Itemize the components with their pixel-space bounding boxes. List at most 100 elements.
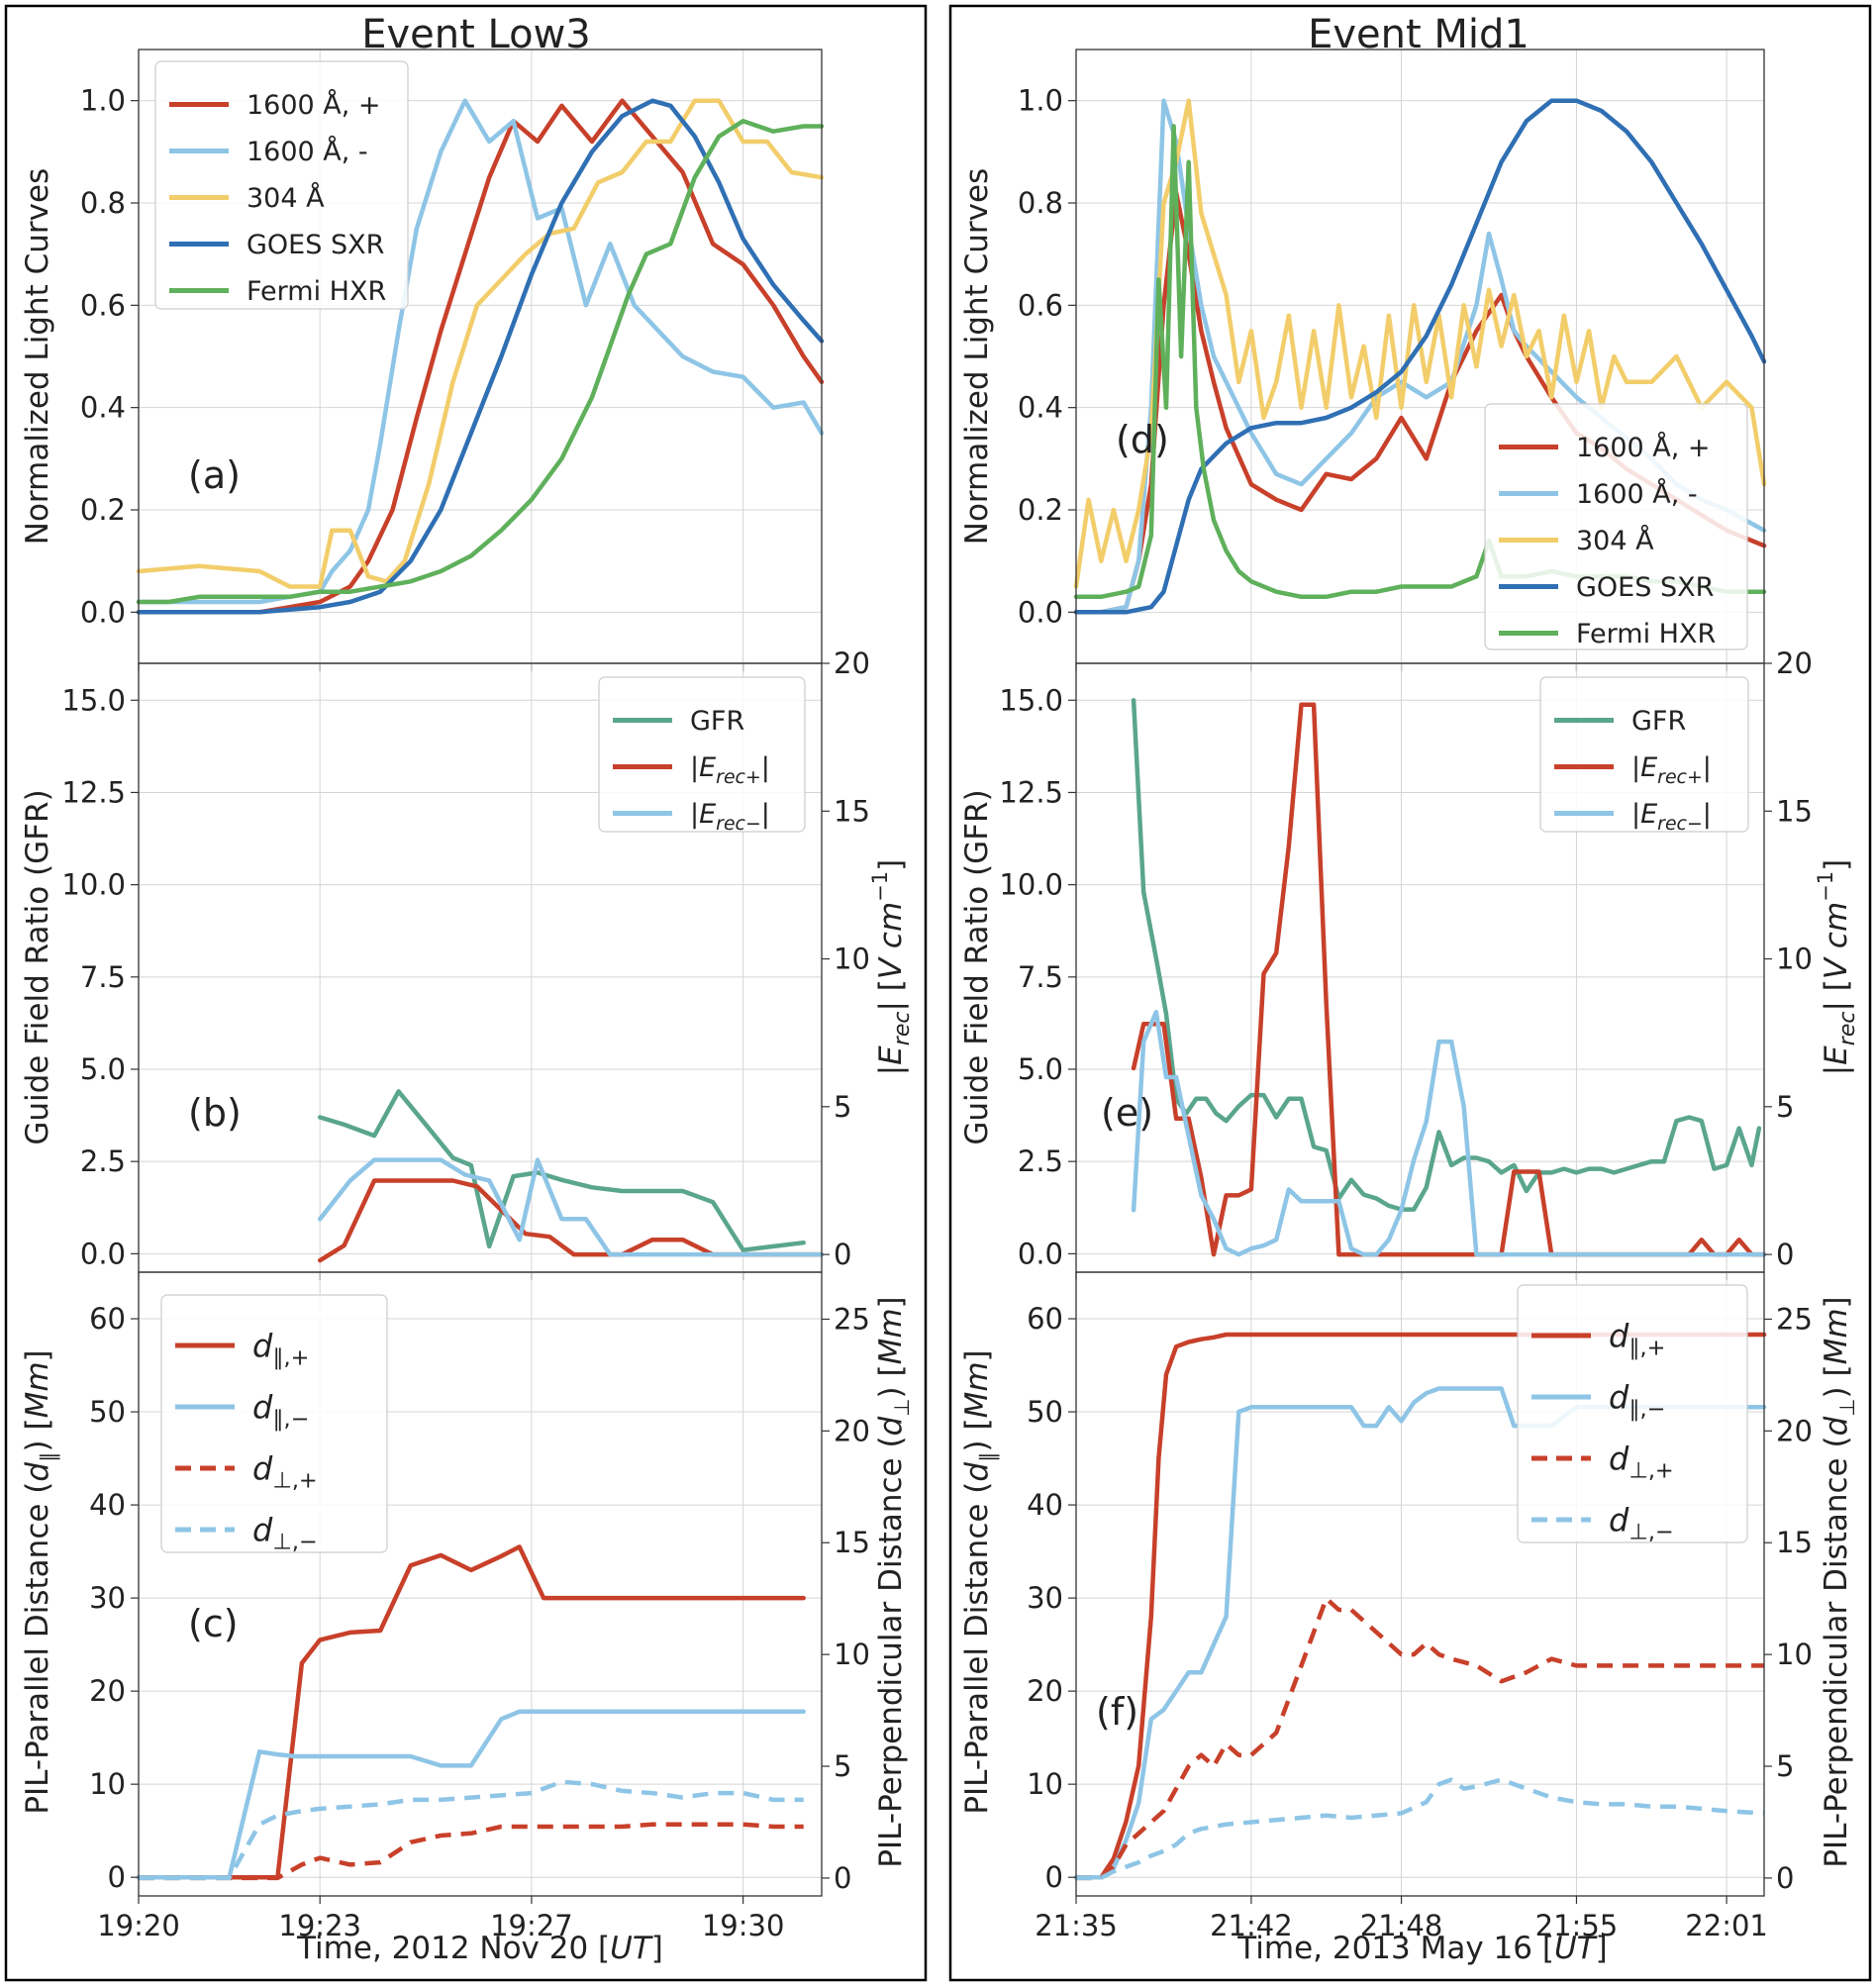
panel-f-ytick-right-label: 15	[1776, 1526, 1813, 1559]
panel-d-legend-label: GOES SXR	[1576, 572, 1714, 603]
panel-c-ytick-label: 40	[89, 1488, 126, 1522]
panel-d-ytick-label: 0.8	[1018, 186, 1063, 220]
panel-c-series-d	[139, 1822, 804, 1881]
panel-d-legend-label: 1600 Å, +	[1576, 432, 1711, 463]
panel-f-legend-label: d∥,−	[1609, 1379, 1665, 1423]
panel-e-ytick-right-label: 20	[1776, 646, 1813, 680]
panel-c-label: (c)	[188, 1602, 239, 1645]
panel-d-ytick-label: 0.2	[1018, 493, 1063, 527]
panel-a-ytick-label: 0.6	[80, 288, 126, 322]
panel-f-ytick-right-label: 10	[1776, 1638, 1813, 1671]
panel-c-legend-label: d∥,+	[252, 1328, 309, 1371]
panel-e-label: (e)	[1101, 1091, 1153, 1135]
panel-f-ytick-label: 30	[1027, 1581, 1063, 1615]
panel-c-series-d	[139, 1779, 804, 1881]
panel-f-ytick-label: 10	[1027, 1767, 1063, 1801]
panel-e-ytick-label: 15.0	[999, 683, 1063, 717]
panel-f-xtick-label: 21:55	[1535, 1909, 1619, 1942]
panel-c-xlabel: Time, 2012 Nov 20 [UT]	[296, 1931, 663, 1966]
panel-a-legend-label: GOES SXR	[247, 230, 384, 260]
panel-c-legend-label: d⊥,−	[252, 1512, 318, 1555]
panel-e-ytick-label: 0.0	[1018, 1237, 1063, 1270]
panel-d-legend-label: 304 Å	[1576, 525, 1654, 556]
panel-e-ylabel-right: |Erec| [V cm−1]	[1814, 859, 1860, 1076]
panel-a-ytick-label: 0.4	[80, 391, 126, 425]
panel-c-xtick-label: 19:27	[490, 1909, 573, 1942]
panel-f-xtick-label: 21:35	[1035, 1909, 1118, 1942]
panel-c-ylabel: PIL-Parallel Distance (d∥) [Mm]	[20, 1349, 60, 1814]
panel-d-ytick-label: 0.0	[1018, 595, 1063, 629]
panel-c-xtick-label: 19:30	[702, 1909, 785, 1942]
panel-c: 0 10 20 30 40 50 60 0 5 10 15 20 25 19:20 19:23 19:27 19…	[20, 1271, 914, 1966]
panel-f-xtick-label: 21:42	[1210, 1909, 1293, 1942]
panel-d-series-goes-sxr	[1073, 98, 1767, 615]
left-event-title: Event Low3	[361, 12, 591, 57]
right-column-frame	[948, 4, 1872, 1982]
panel-c-ylabel-right: PIL-Perpendicular Distance (d⊥) [Mm]	[873, 1296, 914, 1867]
panel-d-ytick-label: 0.6	[1018, 288, 1063, 322]
panel-c-ytick-right-label: 10	[834, 1638, 870, 1671]
panel-c-legend-label: d∥,−	[252, 1389, 309, 1433]
panel-f-legend-label: d⊥,−	[1609, 1502, 1674, 1545]
panel-d-label: (d)	[1116, 418, 1169, 461]
panel-a-legend-label: 1600 Å, +	[247, 89, 381, 121]
panel-f-ytick-right-label: 0	[1776, 1861, 1794, 1895]
panel-e-ytick-label: 12.5	[999, 775, 1063, 809]
panel-f-ylabel: PIL-Parallel Distance (d∥) [Mm]	[959, 1349, 1000, 1814]
panel-b-ytick-right-label: 10	[834, 943, 870, 976]
panel-c-ytick-right-label: 5	[834, 1749, 851, 1783]
panel-d-ytick-label: 1.0	[1018, 84, 1063, 118]
panel-e-ytick-label: 2.5	[1018, 1144, 1063, 1178]
right-event-title: Event Mid1	[1308, 12, 1530, 57]
panel-a-ytick-label: 0.0	[80, 595, 126, 629]
panel-b-ytick-label: 5.0	[80, 1052, 126, 1086]
panel-e-ytick-right-label: 10	[1776, 943, 1813, 976]
panel-e-ytick-right-label: 0	[1776, 1238, 1794, 1271]
panel-e-legend-label: |Erec+|	[1631, 752, 1712, 788]
panel-c-ytick-label: 0	[108, 1860, 126, 1894]
panel-e-legend-label: |Erec−|	[1631, 799, 1712, 835]
panel-e-legend-box	[1539, 676, 1749, 833]
panel-b-ytick-label: 10.0	[61, 868, 126, 902]
panel-b-ylabel: Guide Field Ratio (GFR)	[20, 789, 55, 1144]
panel-c-xtick-label: 19:20	[97, 1909, 180, 1942]
left-column-frame	[4, 4, 928, 1982]
panel-a-series-fermi-hxr	[136, 119, 825, 605]
panel-d-ylabel: Normalized Light Curves	[959, 168, 995, 545]
panel-a-series-1600	[136, 98, 825, 605]
panel-f-ytick-label: 0	[1045, 1860, 1063, 1894]
panel-b-ytick-label: 7.5	[80, 960, 126, 994]
panel-c-ytick-label: 50	[89, 1395, 126, 1429]
panel-e-ytick-label: 7.5	[1018, 960, 1063, 994]
panel-b-ytick-right-label: 15	[834, 794, 870, 828]
panel-f-xtick-label: 21:48	[1360, 1909, 1443, 1942]
panel-e-ytick-label: 5.0	[1018, 1052, 1063, 1086]
panel-c-ytick-label: 20	[89, 1674, 126, 1708]
panel-c-series-d	[136, 1544, 806, 1880]
panel-a-ytick-label: 0.2	[80, 493, 126, 527]
panel-a-series-goes-sxr	[136, 98, 825, 615]
panel-b-legend-label: GFR	[690, 706, 744, 737]
panel-b-legend-box	[598, 676, 806, 833]
panel-b-series-gfr	[317, 1089, 806, 1252]
panel-d-legend-label: 1600 Å, -	[1576, 478, 1698, 510]
panel-b-legend-label: |Erec−|	[690, 799, 770, 835]
panel-b-ytick-label: 12.5	[61, 775, 126, 809]
panel-f-ytick-right-label: 20	[1776, 1414, 1813, 1447]
panel-f-label: (f)	[1096, 1690, 1138, 1734]
panel-a-ytick-label: 1.0	[80, 84, 126, 118]
panel-e-legend-label: GFR	[1631, 706, 1686, 737]
panel-b-ytick-label: 0.0	[80, 1237, 126, 1270]
panel-a-legend-label: 304 Å	[247, 182, 325, 214]
panel-d-legend-label: Fermi HXR	[1576, 619, 1716, 649]
panel-c-series-d	[136, 1709, 806, 1880]
panel-f-ytick-label: 60	[1027, 1302, 1063, 1336]
panel-f-ytick-label: 40	[1027, 1488, 1063, 1522]
panel-b-series-e-rec	[317, 1157, 825, 1257]
panel-f: 0 10 20 30 40 50 60 0 5 10 15 20 25 21:35 21:42 21:48 21…	[959, 1271, 1859, 1966]
panel-b-legend-label: |Erec+|	[690, 752, 770, 788]
panel-a-label: (a)	[188, 453, 241, 497]
panel-f-xlabel: Time, 2013 May 16 [UT]	[1236, 1931, 1607, 1966]
panel-d-series-304	[1073, 98, 1767, 589]
